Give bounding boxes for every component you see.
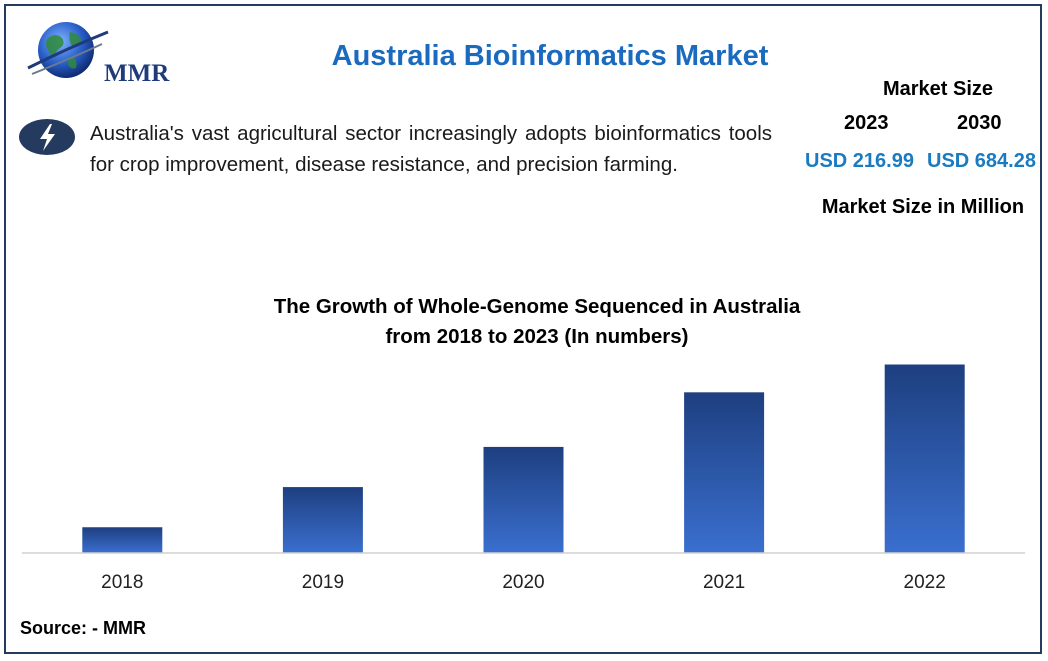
chart-title: The Growth of Whole-Genome Sequenced in … xyxy=(200,292,874,352)
page-title: Australia Bioinformatics Market xyxy=(331,40,769,72)
x-tick-label: 2021 xyxy=(703,572,745,593)
mmr-logo: MMR xyxy=(18,18,178,88)
market-size-label: Market Size xyxy=(882,78,994,100)
market-year-start: 2023 xyxy=(844,112,889,134)
lightning-bolt-icon xyxy=(18,118,76,156)
x-tick-label: 2018 xyxy=(101,572,143,593)
outer-frame xyxy=(4,4,1042,654)
chart-title-line-2: from 2018 to 2023 (In numbers) xyxy=(385,325,689,348)
market-value-start: USD 216.99 xyxy=(805,150,914,172)
x-tick-label: 2022 xyxy=(904,572,946,593)
source-note: Source: - MMR xyxy=(20,618,146,638)
bar-2021 xyxy=(684,392,765,553)
bar-2019 xyxy=(282,487,363,553)
bar-2022 xyxy=(884,364,965,553)
market-unit-note: Market Size in Million xyxy=(821,196,1025,218)
x-tick-label: 2019 xyxy=(302,572,344,593)
globe-icon xyxy=(27,22,109,78)
bar-2018 xyxy=(82,527,163,553)
description-text: Australia's vast agricultural sector inc… xyxy=(90,122,772,176)
logo-text: MMR xyxy=(104,60,170,87)
market-value-end: USD 684.28 xyxy=(927,150,1036,172)
chart-title-line-1: The Growth of Whole-Genome Sequenced in … xyxy=(273,295,801,318)
market-year-end: 2030 xyxy=(957,112,1002,134)
x-tick-label: 2020 xyxy=(502,572,544,593)
bar-2020 xyxy=(483,446,564,553)
